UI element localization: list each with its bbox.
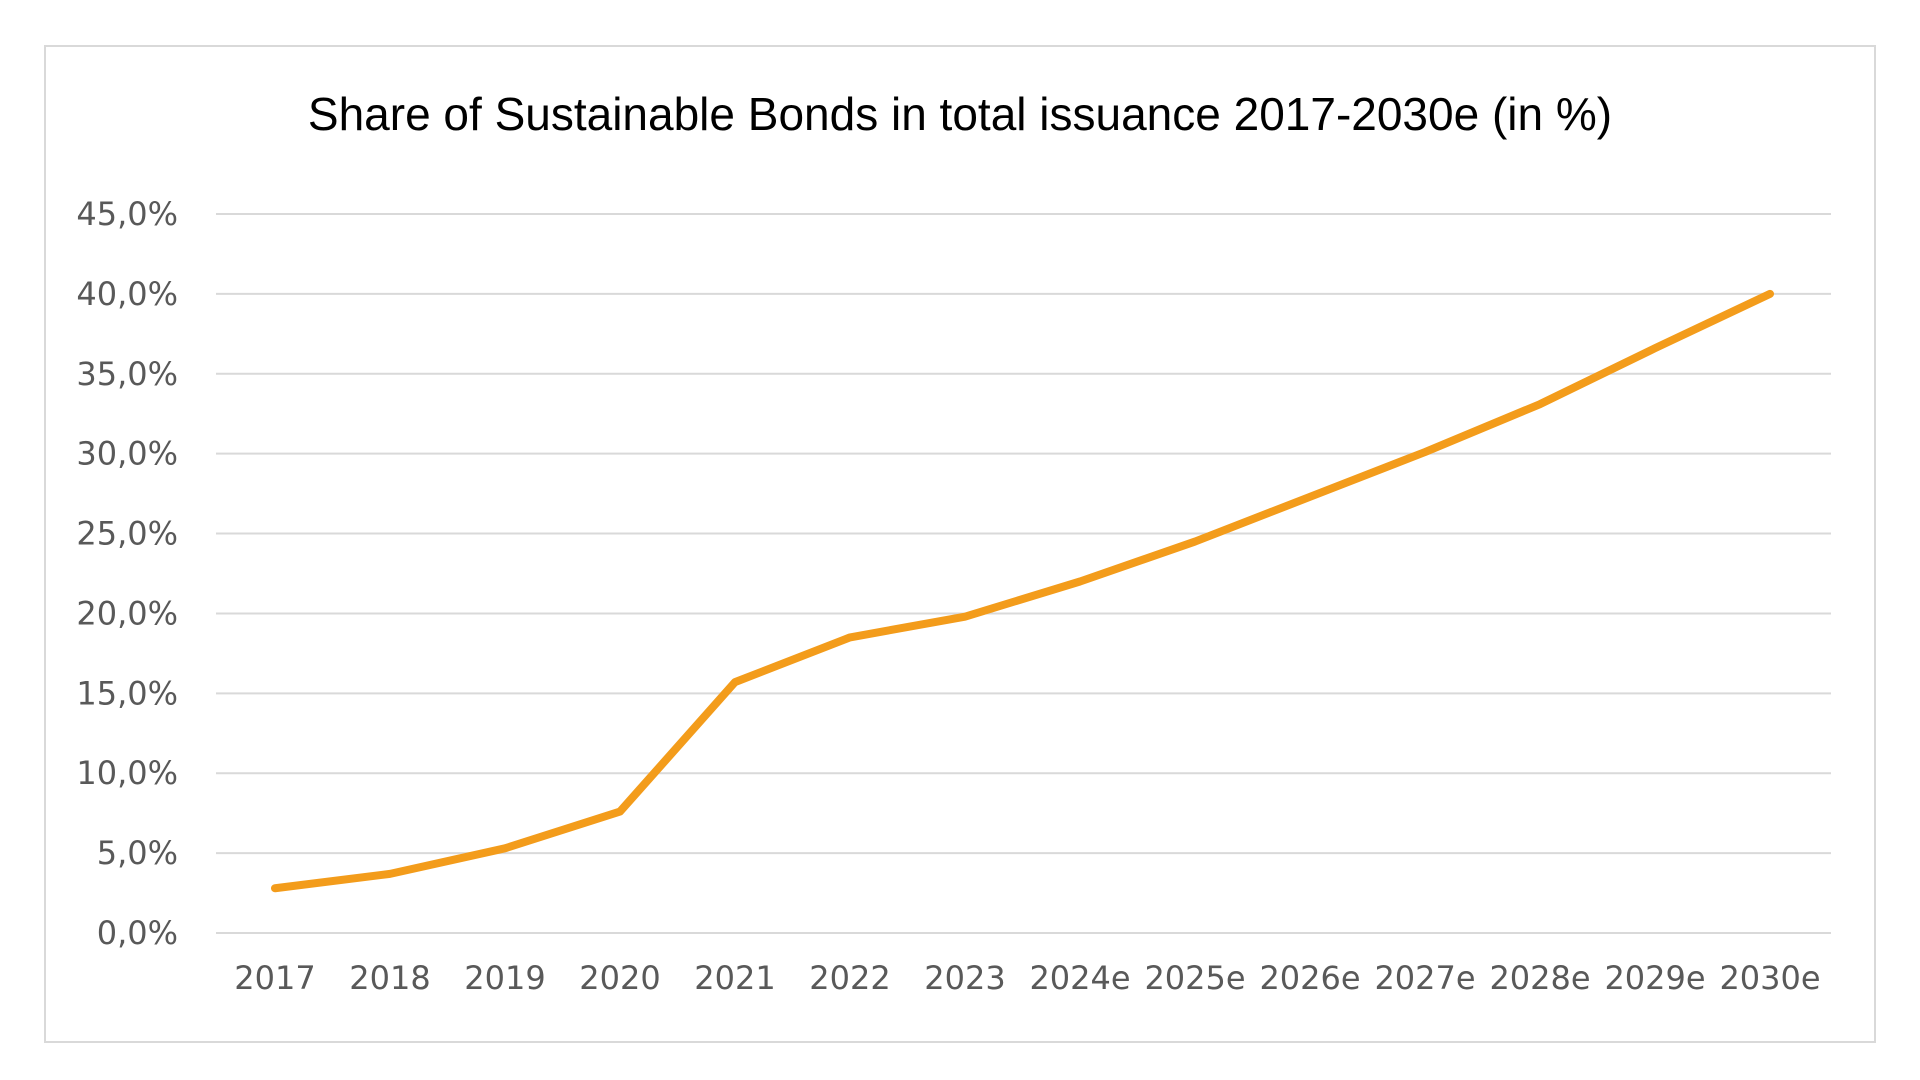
y-tick-label: 30,0% [76,435,178,473]
x-axis-tick-labels: 2017 2018 2019 2020 2021 2022 2023 2024e 2025e 20… [234,959,1820,997]
x-tick-label: 2026e [1259,959,1360,997]
x-tick-label: 2019 [464,959,545,997]
x-tick-label: 2021 [694,959,775,997]
y-tick-label: 20,0% [76,594,178,632]
x-tick-label: 2025e [1144,959,1245,997]
y-axis-tick-labels: 0,0% 5,0% 10,0% 15,0% 20,0% 25,0% 30,0% 35,0% 40… [76,195,178,952]
chart-frame: Share of Sustainable Bonds in total issu… [44,45,1876,1043]
series-line [271,289,1774,893]
line-chart: 0,0% 5,0% 10,0% 15,0% 20,0% 25,0% 30,0% 35,0% 40… [76,195,1831,997]
series-layer [271,289,1774,893]
x-tick-label: 2024e [1029,959,1130,997]
chart-title: Share of Sustainable Bonds in total issu… [307,88,1613,140]
x-tick-label: 2027e [1374,959,1475,997]
y-tick-label: 25,0% [76,515,178,553]
y-tick-label: 45,0% [76,195,178,233]
y-tick-label: 10,0% [76,754,178,792]
y-tick-label: 35,0% [76,355,178,393]
x-tick-label: 2029e [1604,959,1705,997]
x-tick-label: 2020 [579,959,660,997]
y-tick-label: 0,0% [97,914,178,952]
x-tick-label: 2017 [234,959,315,997]
y-tick-label: 5,0% [97,834,178,872]
x-tick-label: 2028e [1489,959,1590,997]
x-tick-label: 2023 [924,959,1005,997]
x-tick-label: 2030e [1719,959,1820,997]
y-tick-label: 15,0% [76,674,178,712]
x-tick-label: 2018 [349,959,430,997]
x-tick-label: 2022 [809,959,890,997]
gridlines [216,213,1831,934]
y-tick-label: 40,0% [76,275,178,313]
